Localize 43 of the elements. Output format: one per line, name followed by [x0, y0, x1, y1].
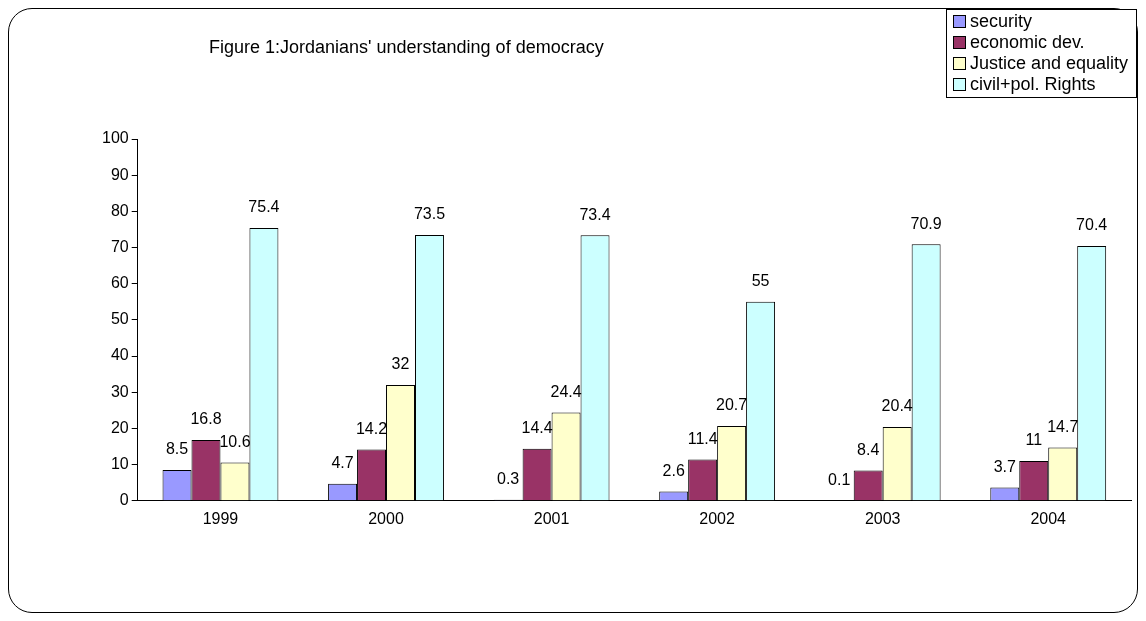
- data-label: 70.9: [910, 214, 942, 232]
- legend-label: economic dev.: [969, 32, 1085, 53]
- data-label: 73.5: [413, 205, 446, 223]
- data-label: 8.4: [857, 440, 880, 458]
- y-tick-label: 60: [110, 274, 129, 292]
- x-tick-label: 1999: [202, 509, 239, 527]
- y-tick-label: 100: [101, 129, 129, 147]
- data-label: 10.6: [219, 432, 251, 450]
- y-tick-label: 10: [110, 455, 129, 473]
- y-tick-label: 80: [110, 201, 129, 219]
- legend-label: Justice and equality: [969, 53, 1128, 74]
- data-label: 16.8: [190, 410, 222, 428]
- y-tick-label: 30: [110, 382, 129, 400]
- data-label: 3.7: [993, 457, 1016, 475]
- data-label: 8.5: [165, 440, 189, 458]
- data-label: 4.7: [331, 454, 354, 472]
- data-label: 20.4: [881, 397, 913, 415]
- chart-title: Figure 1:Jordanians' understanding of democracy: [209, 37, 604, 58]
- y-tick-label: 40: [110, 346, 129, 364]
- x-tick-label: 2000: [368, 509, 404, 527]
- data-label: 24.4: [550, 382, 582, 400]
- y-tick-label: 70: [110, 237, 129, 255]
- x-tick-label: 2004: [1030, 509, 1067, 527]
- x-tick-label: 2003: [864, 509, 901, 527]
- legend-label: security: [969, 11, 1032, 32]
- legend-label: civil+pol. Rights: [969, 74, 1096, 95]
- x-tick-label: 2002: [699, 509, 736, 527]
- y-tick-label: 0: [119, 491, 129, 509]
- data-label: 32: [391, 355, 410, 373]
- data-label: 2.6: [662, 461, 685, 479]
- x-tick-label: 2001: [533, 509, 570, 527]
- y-tick-label: 20: [110, 418, 129, 436]
- y-tick-label: 90: [110, 165, 129, 183]
- y-tick-label: 50: [110, 310, 129, 328]
- data-label: 0.1: [828, 470, 851, 488]
- data-label: 73.4: [579, 205, 611, 223]
- data-label: 0.3: [496, 470, 520, 488]
- data-label: 75.4: [248, 198, 280, 216]
- data-label: 55: [751, 272, 770, 290]
- data-label: 14.4: [521, 419, 553, 437]
- data-label: 70.4: [1076, 216, 1108, 234]
- data-label: 14.2: [355, 419, 388, 437]
- data-label: 11: [1025, 431, 1043, 449]
